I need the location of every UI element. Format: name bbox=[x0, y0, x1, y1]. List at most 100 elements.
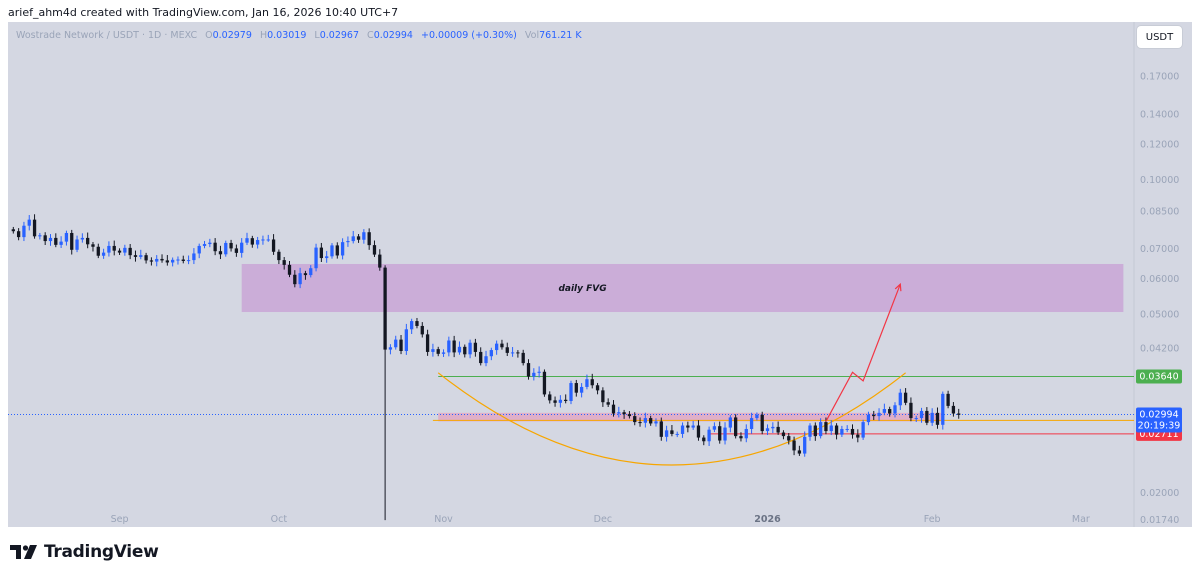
candle-body bbox=[898, 392, 902, 406]
candle-body bbox=[649, 418, 653, 424]
candle-body bbox=[494, 343, 499, 351]
chart-attribution: arief_ahm4d created with TradingView.com… bbox=[8, 6, 399, 19]
price-axis-tick: 0.07000 bbox=[1140, 244, 1179, 255]
candle-body bbox=[144, 255, 148, 261]
candle-body bbox=[171, 259, 175, 263]
time-axis-tick: Feb bbox=[924, 514, 941, 525]
price-axis-tick: 0.05000 bbox=[1140, 310, 1179, 321]
price-axis-tick: 0.02000 bbox=[1140, 488, 1179, 499]
candle-body bbox=[197, 245, 201, 254]
candle-body bbox=[723, 427, 727, 441]
candle-body bbox=[787, 436, 791, 441]
candle-body bbox=[309, 268, 313, 276]
candle-body bbox=[415, 321, 419, 326]
price-axis-tick: 0.14000 bbox=[1140, 109, 1179, 120]
candle-body bbox=[22, 225, 26, 238]
candle-body bbox=[813, 425, 817, 437]
candle-body bbox=[574, 383, 578, 393]
candle-body bbox=[712, 426, 717, 430]
candle-body bbox=[330, 245, 334, 257]
candle-body bbox=[919, 410, 924, 419]
candle-body bbox=[319, 247, 324, 259]
candle-body bbox=[218, 251, 223, 255]
candle-body bbox=[266, 239, 270, 241]
candle-body bbox=[186, 260, 191, 262]
candle-body bbox=[760, 414, 764, 432]
candle-body bbox=[457, 346, 462, 353]
candle-body bbox=[473, 342, 478, 352]
candle-body bbox=[888, 409, 892, 414]
candle-body bbox=[489, 350, 493, 357]
price-axis-tick: 0.17000 bbox=[1140, 72, 1179, 83]
price-axis-tick: 0.04200 bbox=[1140, 344, 1179, 355]
candle-body bbox=[388, 347, 393, 350]
candle-body bbox=[91, 244, 95, 247]
candle-body bbox=[213, 242, 217, 252]
candle-body bbox=[123, 247, 127, 253]
candle-body bbox=[829, 425, 833, 432]
candle-body bbox=[128, 247, 132, 256]
candle-body bbox=[192, 253, 196, 261]
candle-body bbox=[208, 242, 212, 245]
tradingview-logo: TradingView bbox=[10, 542, 159, 562]
candle-body bbox=[425, 334, 430, 352]
candle-body bbox=[463, 346, 467, 355]
candle-body bbox=[117, 250, 122, 253]
support-zone bbox=[438, 412, 943, 422]
candle-body bbox=[500, 343, 504, 348]
candle-body bbox=[803, 436, 807, 454]
candle-body bbox=[112, 245, 116, 251]
candle-body bbox=[797, 450, 802, 454]
candle-body bbox=[165, 260, 169, 263]
candle-body bbox=[611, 404, 616, 414]
candle-body bbox=[633, 416, 637, 423]
currency-button[interactable]: USDT bbox=[1137, 26, 1182, 48]
candle-body bbox=[362, 232, 366, 240]
candle-body bbox=[441, 352, 446, 354]
candle-body bbox=[346, 241, 350, 243]
close-label: C bbox=[367, 30, 374, 41]
candle-body bbox=[399, 339, 403, 351]
low-label: L bbox=[314, 30, 320, 41]
projection-arrowhead bbox=[894, 282, 902, 292]
candle-body bbox=[686, 425, 690, 428]
candle-body bbox=[675, 433, 679, 435]
candle-body bbox=[718, 426, 722, 441]
candle-body bbox=[564, 399, 568, 401]
candle-body bbox=[202, 244, 207, 246]
candle-body bbox=[542, 371, 547, 395]
current-price-tag-text: 0.02994 bbox=[1139, 410, 1178, 421]
candle-body bbox=[224, 242, 228, 255]
candle-body bbox=[696, 425, 701, 438]
candle-body bbox=[479, 351, 483, 364]
candle-body bbox=[755, 414, 759, 419]
candle-body bbox=[579, 386, 584, 393]
candle-body bbox=[298, 273, 302, 285]
candle-body bbox=[845, 428, 849, 430]
candle-body bbox=[372, 245, 377, 255]
candle-body bbox=[16, 231, 21, 238]
candle-body bbox=[659, 421, 663, 437]
candle-body bbox=[340, 242, 345, 256]
open-value: 0.02979 bbox=[212, 30, 252, 41]
candle-body bbox=[160, 258, 164, 261]
price-axis-tick: 0.01740 bbox=[1140, 515, 1179, 526]
candle-body bbox=[27, 219, 31, 226]
current-price-tag-text: 20:19:39 bbox=[1138, 421, 1181, 432]
candle-body bbox=[431, 349, 435, 352]
low-value: 0.02967 bbox=[319, 30, 360, 41]
candle-body bbox=[882, 409, 887, 413]
candle-body bbox=[664, 430, 669, 437]
candle-body bbox=[43, 235, 47, 242]
candle-body bbox=[516, 352, 520, 354]
green-level-tag bbox=[1136, 369, 1182, 384]
candle-body bbox=[250, 238, 254, 245]
candle-body bbox=[436, 349, 440, 354]
volume-value: 761.21 K bbox=[539, 30, 582, 41]
rounding-bottom-curve bbox=[437, 372, 906, 466]
open-label: O bbox=[205, 30, 213, 41]
candle-body bbox=[872, 414, 876, 417]
candle-body bbox=[739, 436, 743, 439]
candle-body bbox=[930, 412, 934, 423]
